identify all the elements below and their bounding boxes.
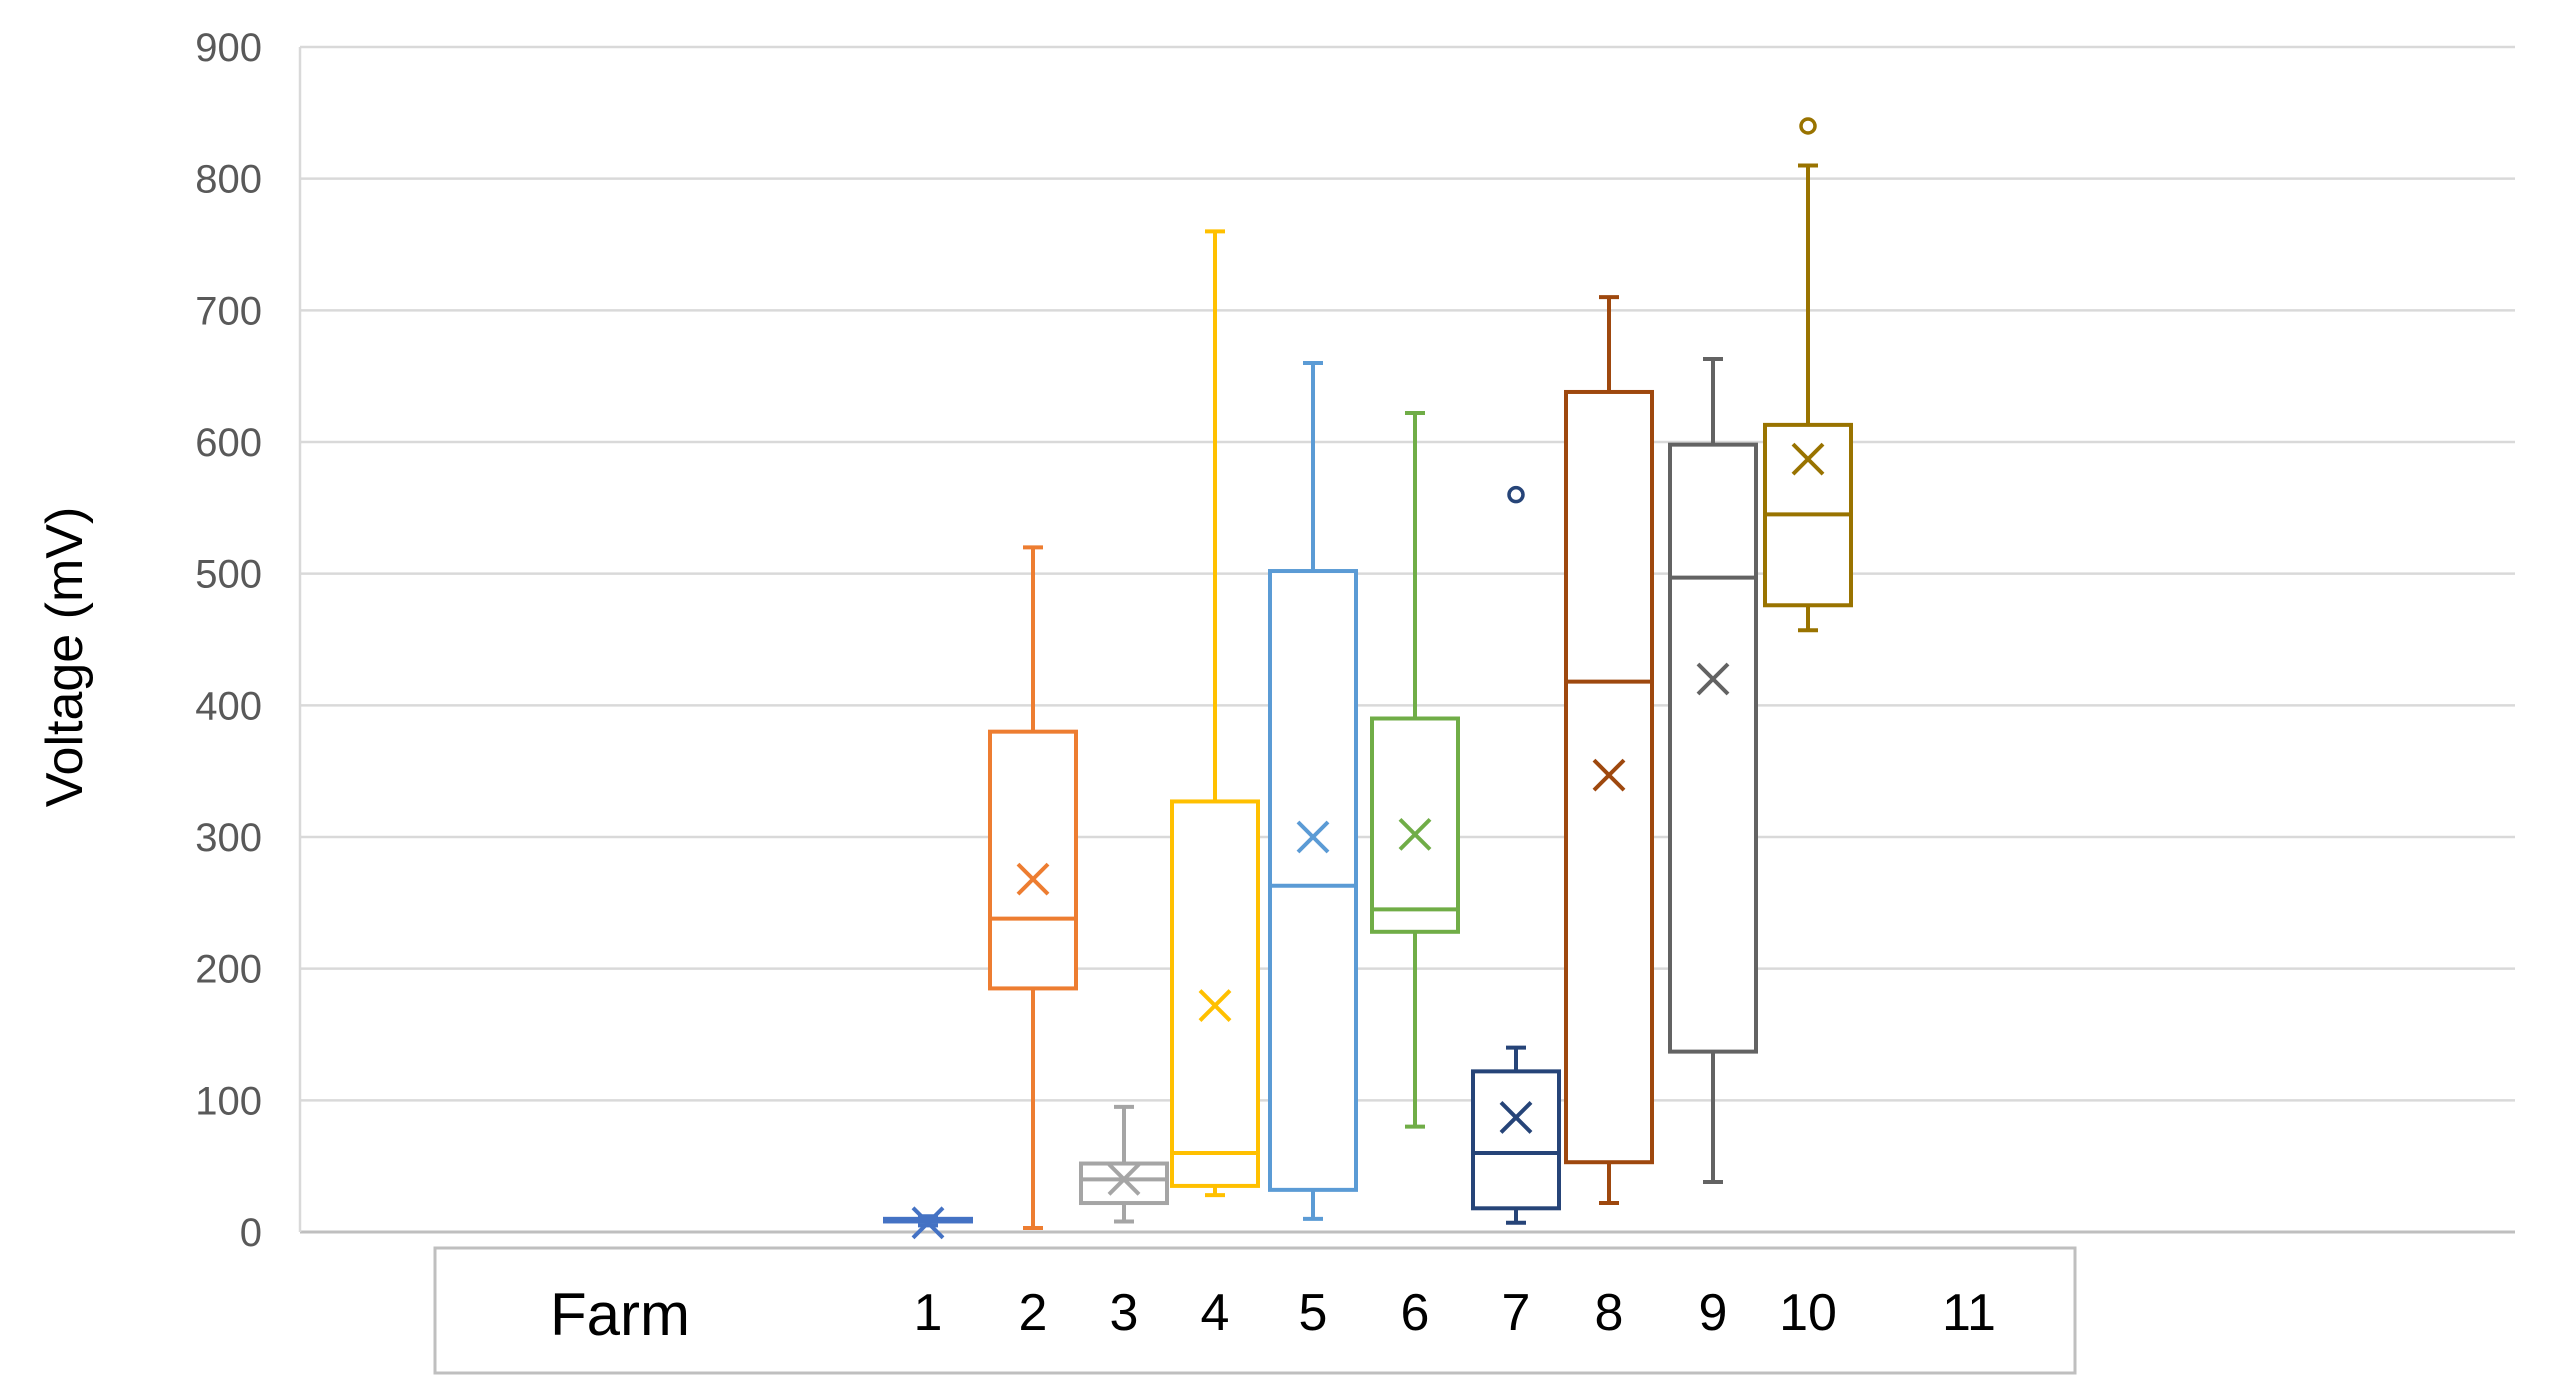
box-farm-6	[1370, 411, 1460, 1129]
outlier-point	[1507, 485, 1525, 504]
mean-marker	[911, 1206, 945, 1240]
mean-marker	[1791, 442, 1825, 476]
x-category-label-2: 2	[1019, 1284, 1048, 1342]
y-tick-label-900: 900	[195, 26, 262, 70]
x-category-label-7: 7	[1502, 1284, 1531, 1342]
iqr-box	[1079, 1161, 1169, 1206]
iqr-box	[1268, 569, 1358, 1192]
x-category-label-11: 11	[1942, 1284, 1996, 1342]
y-tick-label-400: 400	[195, 684, 262, 728]
gridlines	[298, 45, 2515, 1234]
box-farm-7	[1471, 485, 1561, 1225]
mean-marker	[1016, 862, 1050, 896]
x-axis-categories: 1 2 3 4 5 6 7 8 9 10 11	[914, 1284, 1996, 1342]
y-tick-label-500: 500	[195, 553, 262, 597]
x-category-label-8: 8	[1595, 1284, 1624, 1342]
iqr-box	[1668, 442, 1758, 1054]
box-farm-10	[1763, 117, 1853, 633]
box-farm-9	[1668, 357, 1758, 1184]
mean-marker	[1499, 1101, 1533, 1134]
mean-marker	[1296, 820, 1330, 854]
x-axis-label: Farm	[550, 1281, 690, 1348]
iqr-box	[1471, 1069, 1561, 1211]
x-category-label-9: 9	[1699, 1284, 1728, 1342]
box-farm-2	[988, 545, 1078, 1231]
y-tick-label-200: 200	[195, 948, 262, 992]
mean-marker	[1696, 662, 1730, 696]
x-axis-label-box	[433, 1246, 2077, 1375]
x-category-label-4: 4	[1201, 1284, 1230, 1342]
box-farm-4	[1170, 229, 1260, 1198]
y-tick-label-600: 600	[195, 421, 262, 465]
box-farm-8	[1564, 295, 1654, 1206]
mean-marker	[1398, 817, 1432, 851]
x-category-label-3: 3	[1110, 1284, 1139, 1342]
mean-marker	[1592, 758, 1626, 792]
iqr-box	[1370, 716, 1460, 934]
x-category-label-10: 10	[1779, 1284, 1837, 1342]
y-axis-label: Voltage (mV)	[36, 507, 94, 808]
x-category-label-6: 6	[1401, 1284, 1430, 1342]
y-tick-label-700: 700	[195, 289, 262, 333]
iqr-box	[1170, 799, 1260, 1188]
mean-marker	[1198, 989, 1232, 1022]
outlier-point	[1799, 117, 1817, 135]
y-tick-label-100: 100	[195, 1079, 262, 1123]
box-farm-3	[1079, 1104, 1169, 1224]
mean-marker	[1107, 1162, 1141, 1196]
y-tick-label-300: 300	[195, 816, 262, 860]
y-tick-label-0: 0	[240, 1211, 262, 1255]
y-tick-label-800: 800	[195, 158, 262, 202]
box-farm-1	[883, 1206, 973, 1240]
iqr-box	[988, 729, 1078, 991]
x-category-label-1: 1	[914, 1284, 943, 1342]
boxes	[883, 117, 1853, 1240]
y-axis-ticks: 0 100 200 300 400 500 600 700 800 900	[195, 26, 262, 1255]
box-farm-5	[1268, 361, 1358, 1221]
x-category-label-5: 5	[1299, 1284, 1328, 1342]
